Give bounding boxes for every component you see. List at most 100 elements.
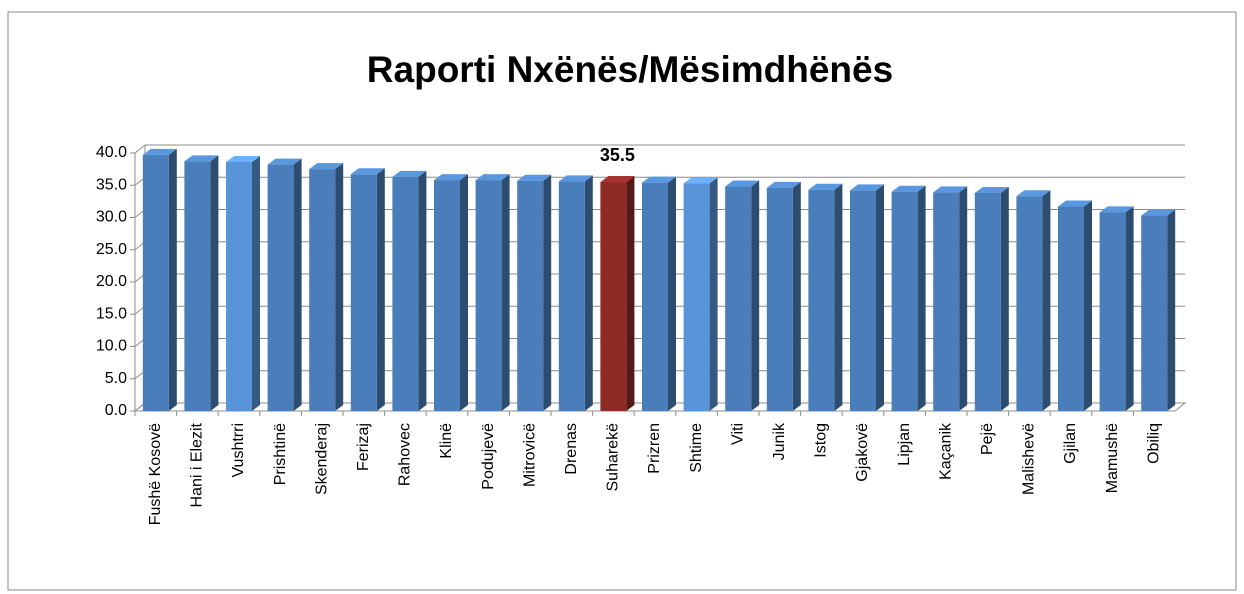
bar-top	[267, 158, 302, 165]
bar-top	[1058, 200, 1092, 207]
y-tick-label: 15.0	[96, 305, 127, 322]
bar-side	[584, 175, 593, 411]
bar-top	[1141, 209, 1176, 216]
bar-side	[1084, 200, 1092, 411]
bar	[434, 180, 460, 411]
bar-top	[600, 176, 635, 183]
chart-title: Raporti Nxënës/Mësimdhënës	[367, 49, 893, 90]
bar	[808, 189, 835, 411]
bar-side	[959, 186, 968, 411]
bar-top	[1016, 190, 1051, 197]
bar	[766, 187, 793, 411]
x-tick-label: Gjakovë	[854, 423, 871, 482]
bar-top	[725, 180, 760, 187]
bar	[642, 182, 668, 411]
bar	[392, 176, 419, 411]
bar	[891, 191, 918, 411]
x-tick-label: Junik	[771, 422, 788, 460]
y-tick-label: 20.0	[96, 273, 127, 290]
bar-side	[1000, 186, 1009, 411]
bar	[142, 154, 169, 411]
bar-side	[293, 158, 302, 411]
x-tick-label: Fushë Kosovë	[147, 423, 164, 525]
bar-top	[891, 185, 926, 192]
bar-top	[1099, 206, 1134, 213]
x-tick-label: Malishevë	[1021, 423, 1038, 495]
x-tick-label: Kaçanik	[937, 422, 954, 480]
bar-top	[683, 177, 718, 184]
bar	[974, 192, 1001, 411]
bar-side	[460, 174, 468, 411]
bar	[517, 180, 544, 411]
bar-top	[392, 170, 427, 177]
bar	[1058, 206, 1084, 411]
y-tick-label: 0.0	[105, 402, 127, 419]
bar	[475, 180, 502, 411]
bar-top	[933, 186, 968, 193]
bar-side	[709, 177, 718, 411]
x-tick-label: Prishtinë	[272, 423, 289, 485]
bar-side	[210, 155, 219, 411]
x-tick-label: Vushtrri	[230, 423, 247, 478]
bar-top	[475, 174, 510, 181]
bar	[1141, 215, 1168, 411]
x-tick-label: Mitrovicë	[521, 423, 538, 487]
bar-side	[501, 174, 510, 411]
x-tick-label: Drenas	[563, 423, 580, 475]
bar-top	[142, 148, 177, 155]
x-tick-label: Obiliq	[1145, 423, 1162, 464]
bar-side	[917, 185, 926, 411]
x-tick-label: Viti	[729, 423, 746, 445]
bar-top	[642, 176, 676, 183]
bar	[558, 181, 585, 411]
bar	[267, 164, 294, 411]
bar-top	[558, 175, 593, 182]
bar-top	[309, 163, 344, 170]
x-tick-label: Istog	[813, 423, 830, 458]
x-tick-label: Klinë	[438, 423, 455, 459]
bar-side	[335, 163, 344, 411]
bar	[725, 186, 752, 411]
bar-side	[252, 156, 260, 411]
bar-side	[834, 183, 843, 411]
x-tick-label: Gjilan	[1062, 423, 1079, 464]
bar	[226, 162, 252, 411]
bar	[600, 182, 627, 411]
x-tick-label: Ferizaj	[355, 423, 372, 471]
bar-side	[543, 174, 552, 411]
bar	[309, 169, 336, 411]
grid-depth	[134, 144, 146, 154]
bar-top	[766, 181, 801, 188]
x-tick-label: Suharekë	[605, 423, 622, 492]
bar-side	[1125, 206, 1134, 411]
bar	[350, 174, 377, 411]
bar-side	[1042, 190, 1051, 411]
bar-top	[434, 174, 468, 181]
bar	[1099, 212, 1126, 411]
bar-side	[376, 168, 385, 411]
bar	[184, 161, 211, 411]
y-tick-label: 30.0	[96, 209, 127, 226]
y-tick-label: 35.0	[96, 176, 127, 193]
x-tick-label: Hani i Elezit	[189, 422, 206, 507]
bar	[1016, 196, 1043, 411]
x-tick-label: Lipjan	[896, 423, 913, 466]
bar	[683, 183, 710, 411]
x-tick-label: Prizren	[646, 423, 663, 474]
bar-side	[751, 180, 760, 411]
bar-top	[850, 184, 884, 191]
bar-side	[626, 176, 635, 411]
bar-side	[668, 176, 676, 411]
bar-top	[184, 155, 219, 162]
x-tick-label: Mamushë	[1104, 423, 1121, 493]
bar-top	[517, 174, 552, 181]
x-tick-label: Rahovec	[397, 423, 414, 486]
bar	[933, 192, 960, 411]
bar-top	[226, 156, 260, 163]
bar-top	[808, 183, 843, 190]
data-label: 35.5	[600, 145, 635, 165]
bar-side	[168, 148, 177, 411]
x-tick-label: Podujevë	[480, 423, 497, 490]
